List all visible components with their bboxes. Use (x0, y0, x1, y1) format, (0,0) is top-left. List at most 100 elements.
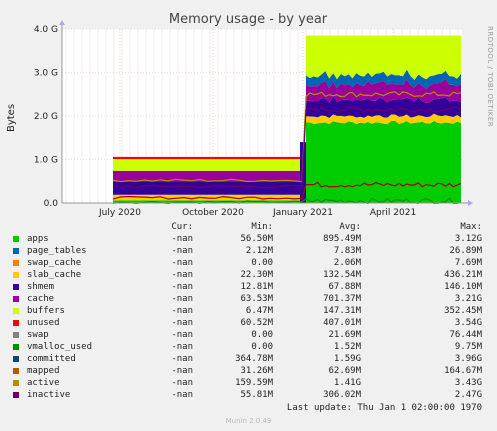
legend-avg: 407.01M (323, 318, 361, 328)
legend-swatch (13, 248, 19, 254)
legend-cur: -nan (171, 258, 193, 268)
legend-swatch (13, 320, 19, 326)
legend-swatch (13, 308, 19, 314)
legend-row-swap_cache: swap_cache -nan 0.00 2.06M 7.69M (0, 257, 497, 269)
area-segment (306, 35, 461, 80)
x-tick-label: October 2020 (182, 208, 244, 218)
legend-cur: -nan (171, 282, 193, 292)
legend-min: 56.50M (240, 234, 273, 244)
legend-name: buffers (27, 306, 65, 316)
legend-max: 7.69M (454, 258, 482, 268)
x-axis-arrow (468, 200, 473, 206)
x-tick-label: July 2020 (98, 208, 141, 218)
legend-name: shmem (27, 282, 55, 292)
area-segment (306, 69, 461, 90)
area-segment (113, 156, 302, 160)
legend-name: page_tables (27, 246, 87, 256)
legend-row-slab_cache: slab_cache -nan 22.30M 132.54M 436.21M (0, 269, 497, 281)
legend-swatch (13, 392, 19, 398)
legend-row-cache: cache -nan 63.53M 701.37M 3.21G (0, 293, 497, 305)
area-segment (306, 96, 461, 118)
y-axis-label: Bytes (6, 104, 17, 132)
legend-cur: -nan (171, 342, 193, 352)
legend-name: slab_cache (27, 270, 82, 280)
legend-name: active (27, 378, 60, 388)
legend-min: 22.30M (240, 270, 273, 280)
header-cur: Cur: (171, 222, 193, 232)
legend-avg: 895.49M (323, 234, 361, 244)
legend-name: unused (27, 318, 60, 328)
legend-cur: -nan (171, 330, 193, 340)
legend-name: apps (27, 234, 49, 244)
legend-row-vmalloc_used: vmalloc_used -nan 0.00 1.52M 9.75M (0, 341, 497, 353)
legend-swatch (13, 296, 19, 302)
legend-min: 31.26M (240, 366, 273, 376)
legend-avg: 7.83M (333, 246, 361, 256)
plot-area (59, 20, 473, 206)
legend-cur: -nan (171, 234, 193, 244)
area-segment (113, 159, 302, 171)
legend-avg: 701.37M (323, 294, 361, 304)
legend-avg: 1.52M (333, 342, 361, 352)
legend-max: 3.21G (454, 294, 482, 304)
legend-max: 352.45M (444, 306, 482, 316)
legend-row-page_tables: page_tables -nan 2.12M 7.83M 26.89M (0, 245, 497, 257)
legend-cur: -nan (171, 306, 193, 316)
y-tick-label: 4.0 G (34, 25, 58, 35)
generator-label: Munin 2.0.49 (225, 417, 272, 425)
legend-name: vmalloc_used (27, 342, 93, 352)
legend-min: 364.78M (235, 354, 273, 364)
legend-min: 55.81M (240, 390, 273, 400)
area-segment (113, 181, 302, 195)
legend-name: inactive (27, 390, 71, 400)
legend-name: swap_cache (27, 258, 82, 268)
line-active (112, 91, 462, 183)
legend-min: 6.47M (245, 306, 273, 316)
header-max: Max: (460, 222, 482, 232)
legend-min: 60.52M (240, 318, 273, 328)
legend-max: 76.44M (449, 330, 482, 340)
chart: Memory usage - by year RRDTOOL / TOBI OE… (6, 12, 494, 218)
legend: Cur: Min: Avg: Max: apps -nan 56.50M 895.49… (0, 221, 497, 401)
legend-avg: 132.54M (323, 270, 361, 280)
legend-max: 26.89M (449, 246, 482, 256)
legend-name: mapped (27, 366, 60, 376)
y-tick-label: 1.0 G (34, 156, 58, 166)
legend-header: Cur: Min: Avg: Max: (0, 221, 497, 233)
y-tick-label: 0.0 (44, 199, 59, 209)
legend-avg: 62.69M (328, 366, 361, 376)
legend-cur: -nan (171, 390, 193, 400)
legend-cur: -nan (171, 354, 193, 364)
area-segment (113, 170, 302, 182)
area-segment (306, 113, 461, 125)
legend-avg: 1.59G (333, 354, 361, 364)
area-segment (306, 78, 461, 103)
legend-swatch (13, 236, 19, 242)
legend-max: 3.12G (454, 234, 482, 244)
legend-max: 436.21M (444, 270, 482, 280)
legend-name: committed (27, 354, 76, 364)
legend-max: 2.47G (454, 390, 482, 400)
legend-row-mapped: mapped -nan 31.26M 62.69M 164.67M (0, 365, 497, 377)
line-committed (112, 106, 462, 189)
area-segment (306, 120, 461, 203)
header-min: Min: (251, 222, 273, 232)
legend-cur: -nan (171, 378, 193, 388)
legend-swatch (13, 272, 19, 278)
legend-min: 0.00 (251, 258, 273, 268)
last-update: Last update: Thu Jan 1 02:00:00 1970 (286, 403, 482, 413)
legend-swatch (13, 260, 19, 266)
legend-row-active: active -nan 159.59M 1.41G 3.43G (0, 377, 497, 389)
legend-avg: 1.41G (333, 378, 361, 388)
legend-avg: 306.02M (323, 390, 361, 400)
legend-swatch (13, 284, 19, 290)
legend-cur: -nan (171, 246, 193, 256)
legend-min: 159.59M (235, 378, 273, 388)
legend-row-shmem: shmem -nan 12.81M 67.88M 146.10M (0, 281, 497, 293)
legend-cur: -nan (171, 270, 193, 280)
legend-cur: -nan (171, 366, 193, 376)
legend-swatch (13, 344, 19, 350)
legend-avg: 21.69M (328, 330, 361, 340)
rrdtool-label: RRDTOOL / TOBI OETIKER (486, 26, 494, 127)
legend-row-inactive: inactive -nan 55.81M 306.02M 2.47G (0, 389, 497, 401)
